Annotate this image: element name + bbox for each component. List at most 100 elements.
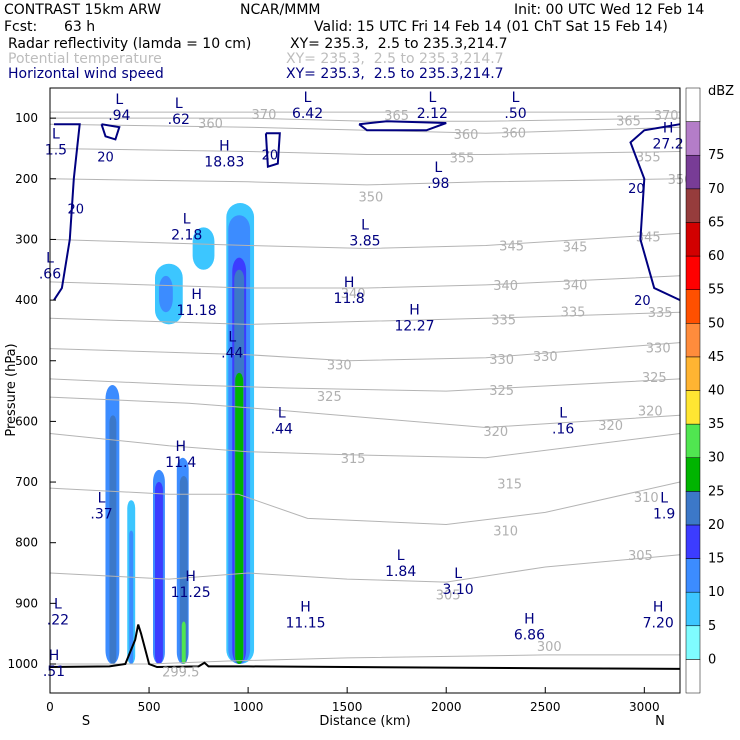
- extremum-kind-7: H: [663, 120, 674, 136]
- x-tick-label-1000: 1000: [233, 700, 264, 714]
- colorbar-swatch-15: [685, 154, 701, 190]
- theta-line-310: [49, 481, 681, 526]
- extremum-kind-17: L: [559, 405, 567, 421]
- theta-line-335: [49, 311, 681, 325]
- theta-label-345-2: 345: [636, 230, 661, 245]
- extremum-value-27: 7.20: [643, 615, 674, 631]
- theta-label-345-1: 345: [563, 241, 588, 256]
- colorbar: 0 5 10 15 20 25 30 35 40 45 50 55 60 65 70 75: [685, 87, 725, 694]
- colorbar-level-65: 65: [708, 215, 725, 230]
- wind-label-2-0: 20: [262, 149, 279, 164]
- theta-label-305-0: 305: [436, 588, 461, 603]
- colorbar-swatch-5: [685, 491, 701, 526]
- extremum-value-26: 6.86: [514, 628, 545, 644]
- wind-label-4-1: 20: [634, 294, 651, 309]
- theta-label-370-0: 370: [252, 108, 277, 123]
- y-tick-label-300: 300: [15, 232, 38, 246]
- x-end-label-right: N: [655, 714, 665, 729]
- header-model: CONTRAST 15km ARW: [4, 2, 162, 18]
- reflectivity-cell-16: [158, 275, 173, 313]
- extremum-value-15: .44: [221, 346, 243, 362]
- theta-line-305: [49, 554, 681, 583]
- field-theta-xy: XY= 235.3, 2.5 to 235.3,214.7: [286, 51, 504, 67]
- theta-line-320: [49, 396, 681, 429]
- theta-line-330: [49, 342, 681, 362]
- x-tick-label-3000: 3000: [629, 700, 660, 714]
- theta-label-300-0: 300: [537, 640, 562, 655]
- colorbar-swatch-6: [685, 457, 701, 492]
- colorbar-level-25: 25: [708, 484, 725, 499]
- extremum-value-21: 1.84: [385, 564, 416, 580]
- y-tick-label-1000: 1000: [7, 657, 38, 671]
- theta-label-325-2: 325: [642, 371, 667, 386]
- colorbar-level-45: 45: [708, 350, 725, 365]
- theta-line-315: [49, 433, 681, 459]
- theta-label-320-0: 320: [483, 425, 508, 440]
- extremum-kind-1: L: [175, 96, 183, 112]
- wind-contour-1: [100, 123, 121, 141]
- y-tick-label-200: 200: [15, 172, 38, 186]
- extremum-kind-27: H: [653, 599, 664, 615]
- y-tick-label-500: 500: [15, 354, 38, 368]
- extremum-value-7: 27.2: [653, 136, 684, 152]
- extremum-kind-12: H: [344, 275, 355, 291]
- reflectivity-cells: [105, 203, 255, 664]
- theta-label-355-0: 355: [450, 152, 475, 167]
- colorbar-swatch-7: [685, 423, 701, 458]
- colorbar-level-30: 30: [708, 451, 725, 466]
- field-theta-name: Potential temperature: [8, 51, 162, 67]
- extremum-value-8: .98: [427, 176, 449, 192]
- theta-line-350: [49, 178, 681, 186]
- colorbar-level-55: 55: [708, 283, 725, 298]
- extremum-value-1: .62: [168, 112, 190, 128]
- theta-label-320-2: 320: [638, 404, 663, 419]
- theta-label-345-0: 345: [499, 240, 524, 255]
- extremum-kind-0: L: [115, 92, 123, 108]
- reflectivity-cell-7: [179, 475, 188, 664]
- extremum-kind-28: H: [49, 648, 60, 664]
- reflectivity-cell-1: [109, 415, 117, 664]
- extremum-value-18: 11.4: [165, 455, 196, 471]
- extremum-value-9: 2.18: [171, 227, 202, 243]
- colorbar-swatch-8: [685, 390, 701, 425]
- plot-frame: [49, 87, 681, 694]
- header-init: Init: 00 UTC Wed 12 Feb 14: [514, 2, 705, 18]
- extremum-value-4: .50: [504, 106, 526, 122]
- header-fcst-label: Fcst:: [4, 19, 38, 35]
- colorbar-swatch-10: [685, 323, 701, 358]
- axes: 0 500 1000 1500 2000 2500 3000 100 200 300 400 500 6…: [7, 111, 659, 714]
- theta-label-315-0: 315: [341, 452, 366, 467]
- y-tick-label-100: 100: [15, 111, 38, 125]
- extremum-kind-9: L: [183, 211, 191, 227]
- extremum-kind-25: L: [54, 596, 62, 612]
- header-org: NCAR/MMM: [240, 2, 321, 18]
- extremum-kind-21: L: [397, 548, 405, 564]
- colorbar-level-50: 50: [708, 316, 725, 331]
- theta-label-365-1: 365: [616, 115, 641, 130]
- theta-label-340-1: 340: [493, 279, 518, 294]
- theta-line-300: [50, 654, 680, 665]
- colorbar-level-70: 70: [708, 182, 725, 197]
- reflectivity-cell-13: [235, 372, 244, 664]
- terrain-layer: 299.5: [49, 624, 681, 680]
- field-wind-name: Horizontal wind speed: [8, 66, 164, 82]
- theta-line-340: [49, 275, 681, 289]
- colorbar-level-15: 15: [708, 552, 725, 567]
- reflectivity-cell-3: [129, 530, 134, 664]
- theta-label-350-0: 350: [359, 190, 384, 205]
- y-tick-label-800: 800: [15, 536, 38, 550]
- colorbar-swatch-17: [685, 87, 701, 122]
- x-tick-label-1500: 1500: [332, 700, 363, 714]
- extremum-value-28: .51: [43, 664, 65, 680]
- extremum-value-24: 11.15: [286, 615, 326, 631]
- colorbar-swatch-1: [685, 625, 701, 660]
- wind-contour-2: [264, 132, 281, 169]
- reflectivity-cell-8: [181, 621, 186, 664]
- extremum-value-20: 1.9: [653, 506, 675, 522]
- extremum-kind-16: L: [278, 405, 286, 421]
- theta-line-345: [49, 232, 681, 250]
- extremum-value-10: 3.85: [349, 233, 380, 249]
- extremum-value-12: 11.8: [334, 291, 365, 307]
- extremum-value-14: 12.27: [394, 318, 434, 334]
- extremum-kind-22: L: [454, 566, 462, 582]
